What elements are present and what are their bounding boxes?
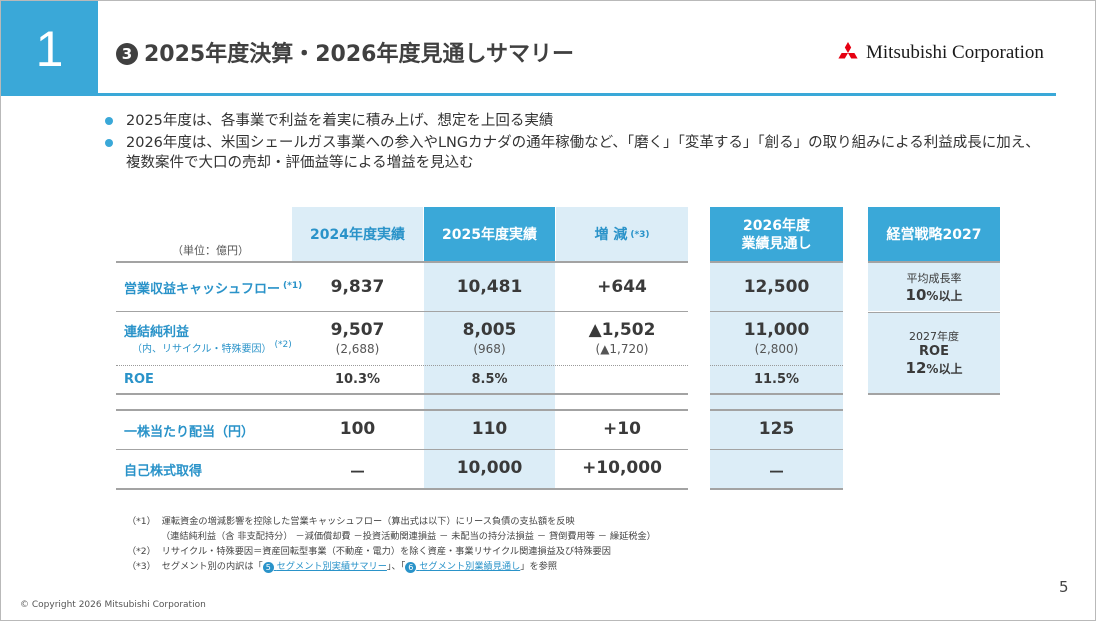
- bullet-text: 2025年度は、各事業で利益を着実に積み上げ、想定を上回る実績: [126, 113, 554, 129]
- footnotes: （*1） 運転資金の増減影響を控除した営業キャッシュフロー（算出式は以下）にリー…: [127, 514, 656, 574]
- fy2025-column-bg: [424, 262, 555, 489]
- table-dotted-line: [116, 365, 688, 366]
- net-fy2025-sub: (968): [473, 342, 506, 356]
- table-line: [116, 488, 688, 490]
- slide-title: 3 2025年度決算・2026年度見通しサマリー: [116, 36, 574, 68]
- strategy-roe-cell: 2027年度 ROE 12%以上: [868, 313, 1000, 393]
- logo-text: Mitsubishi Corporation: [866, 42, 1044, 63]
- footnote-3: （*3） セグメント別の内訳は「 5 セグメント別実績サマリー」、「 6 セグメント…: [127, 561, 558, 573]
- roe-target-label: ROE: [919, 344, 949, 359]
- roe-fy2026: 11.5%: [753, 372, 800, 387]
- table-line: [116, 261, 688, 263]
- roe-target-year: 2027年度: [909, 330, 959, 343]
- title-text: 2025年度決算・2026年度見通しサマリー: [144, 42, 575, 67]
- number-5-icon: 5: [262, 562, 274, 573]
- roe-fy2024: 10.3%: [334, 372, 381, 387]
- table-line: [710, 393, 843, 395]
- section-number: 1: [35, 20, 64, 77]
- section-number-box: 1: [1, 1, 98, 96]
- ocf-change: +644: [597, 277, 647, 297]
- table-line: [710, 449, 843, 450]
- buyback-change: +10,000: [582, 458, 662, 478]
- dividend-fy2025: 110: [471, 419, 508, 439]
- row-label-roe: ROE: [124, 372, 154, 387]
- net-fy2025: 8,005: [462, 320, 517, 340]
- copyright: © Copyright 2026 Mitsubishi Corporation: [20, 600, 206, 610]
- ocf-fy2025: 10,481: [456, 277, 523, 297]
- link-segment-results[interactable]: 5 セグメント別実績サマリー: [262, 561, 387, 573]
- roe-target-value: 12%以上: [905, 359, 963, 377]
- header-fy2025: 2025年度実績: [424, 207, 555, 262]
- table-line: [116, 409, 688, 411]
- row-label-dividend: 一株当たり配当（円）: [124, 425, 255, 440]
- roe-fy2025: 8.5%: [471, 372, 508, 387]
- title-number-icon: 3: [116, 43, 138, 65]
- row-label-ocf: 営業収益キャッシュフロー (*1): [124, 281, 303, 297]
- table-line: [710, 409, 843, 411]
- bullet-text-continued: 複数案件で大口の売却・評価益等による増益を見込む: [126, 155, 474, 171]
- table-line: [116, 393, 688, 395]
- row-sublabel-net-income: （内、リサイクル・特殊要因） (*2): [132, 340, 292, 355]
- ocf-fy2024: 9,837: [330, 277, 385, 297]
- buyback-fy2026: －: [768, 463, 785, 483]
- link-segment-forecast[interactable]: 6 セグメント別業績見通し: [405, 561, 520, 573]
- header-strategy: 経営戦略2027: [868, 207, 1000, 262]
- table-dotted-line: [710, 365, 843, 366]
- page-number: 5: [1059, 578, 1069, 596]
- footnote-1-formula: （連結純利益（含 非支配持分） －減価償却費 －投資活動関連損益 － 未配当の持…: [161, 531, 656, 542]
- change-note-mark: (*3): [630, 229, 650, 240]
- company-logo: Mitsubishi Corporation: [836, 42, 1044, 64]
- table-line: [868, 261, 1000, 263]
- ocf-fy2026: 12,500: [743, 277, 810, 297]
- header-fy2024: 2024年度実績: [292, 207, 423, 262]
- bullet-item: 2025年度は、各事業で利益を着実に積み上げ、想定を上回る実績: [103, 111, 1063, 131]
- fy2026-column-bg: [710, 262, 843, 489]
- dividend-fy2024: 100: [339, 419, 376, 439]
- table-line: [868, 393, 1000, 395]
- net-change: ▲1,502: [588, 320, 656, 340]
- net-fy2026-sub: (2,800): [754, 342, 799, 356]
- net-fy2026: 11,000: [743, 320, 810, 340]
- bullet-text: 2026年度は、米国シェールガス事業への参入やLNGカナダの通年稼働など、「磨く…: [126, 135, 1040, 151]
- buyback-fy2025: 10,000: [456, 458, 523, 478]
- strategy-growth-cell: 平均成長率 10%以上: [868, 263, 1000, 311]
- header-rule: [98, 93, 1056, 96]
- table-line: [868, 312, 1000, 313]
- table-line: [710, 311, 843, 312]
- row-label-net-income: 連結純利益: [124, 325, 190, 340]
- net-fy2024-sub: (2,688): [335, 342, 380, 356]
- summary-bullets: 2025年度は、各事業で利益を着実に積み上げ、想定を上回る実績 2026年度は、…: [103, 111, 1063, 175]
- table-line: [116, 311, 688, 312]
- growth-label: 平均成長率: [906, 272, 962, 285]
- growth-value: 10%以上: [905, 286, 963, 304]
- row-label-buyback: 自己株式取得: [124, 464, 203, 479]
- number-6-icon: 6: [405, 562, 417, 573]
- footnote-2: （*2） リサイクル・特殊要因＝資産回転型事業（不動産・電力）を除く資産・事業リ…: [127, 546, 611, 557]
- footnote-1: （*1） 運転資金の増減影響を控除した営業キャッシュフロー（算出式は以下）にリー…: [127, 516, 575, 527]
- header-fy2026: 2026年度 業績見通し: [710, 207, 843, 262]
- table-line: [710, 488, 843, 490]
- three-diamonds-icon: [838, 42, 858, 59]
- dividend-change: +10: [603, 419, 641, 439]
- net-change-sub: (▲1,720): [595, 342, 649, 356]
- net-fy2024: 9,507: [330, 320, 385, 340]
- buyback-fy2024: －: [349, 463, 366, 483]
- bullet-item: 2026年度は、米国シェールガス事業への参入やLNGカナダの通年稼働など、「磨く…: [103, 133, 1063, 173]
- table-line: [710, 261, 843, 263]
- unit-label: （単位：億円）: [172, 244, 249, 257]
- dividend-fy2026: 125: [758, 419, 795, 439]
- header-change: 増 減 (*3): [556, 207, 688, 262]
- table-line: [116, 449, 688, 450]
